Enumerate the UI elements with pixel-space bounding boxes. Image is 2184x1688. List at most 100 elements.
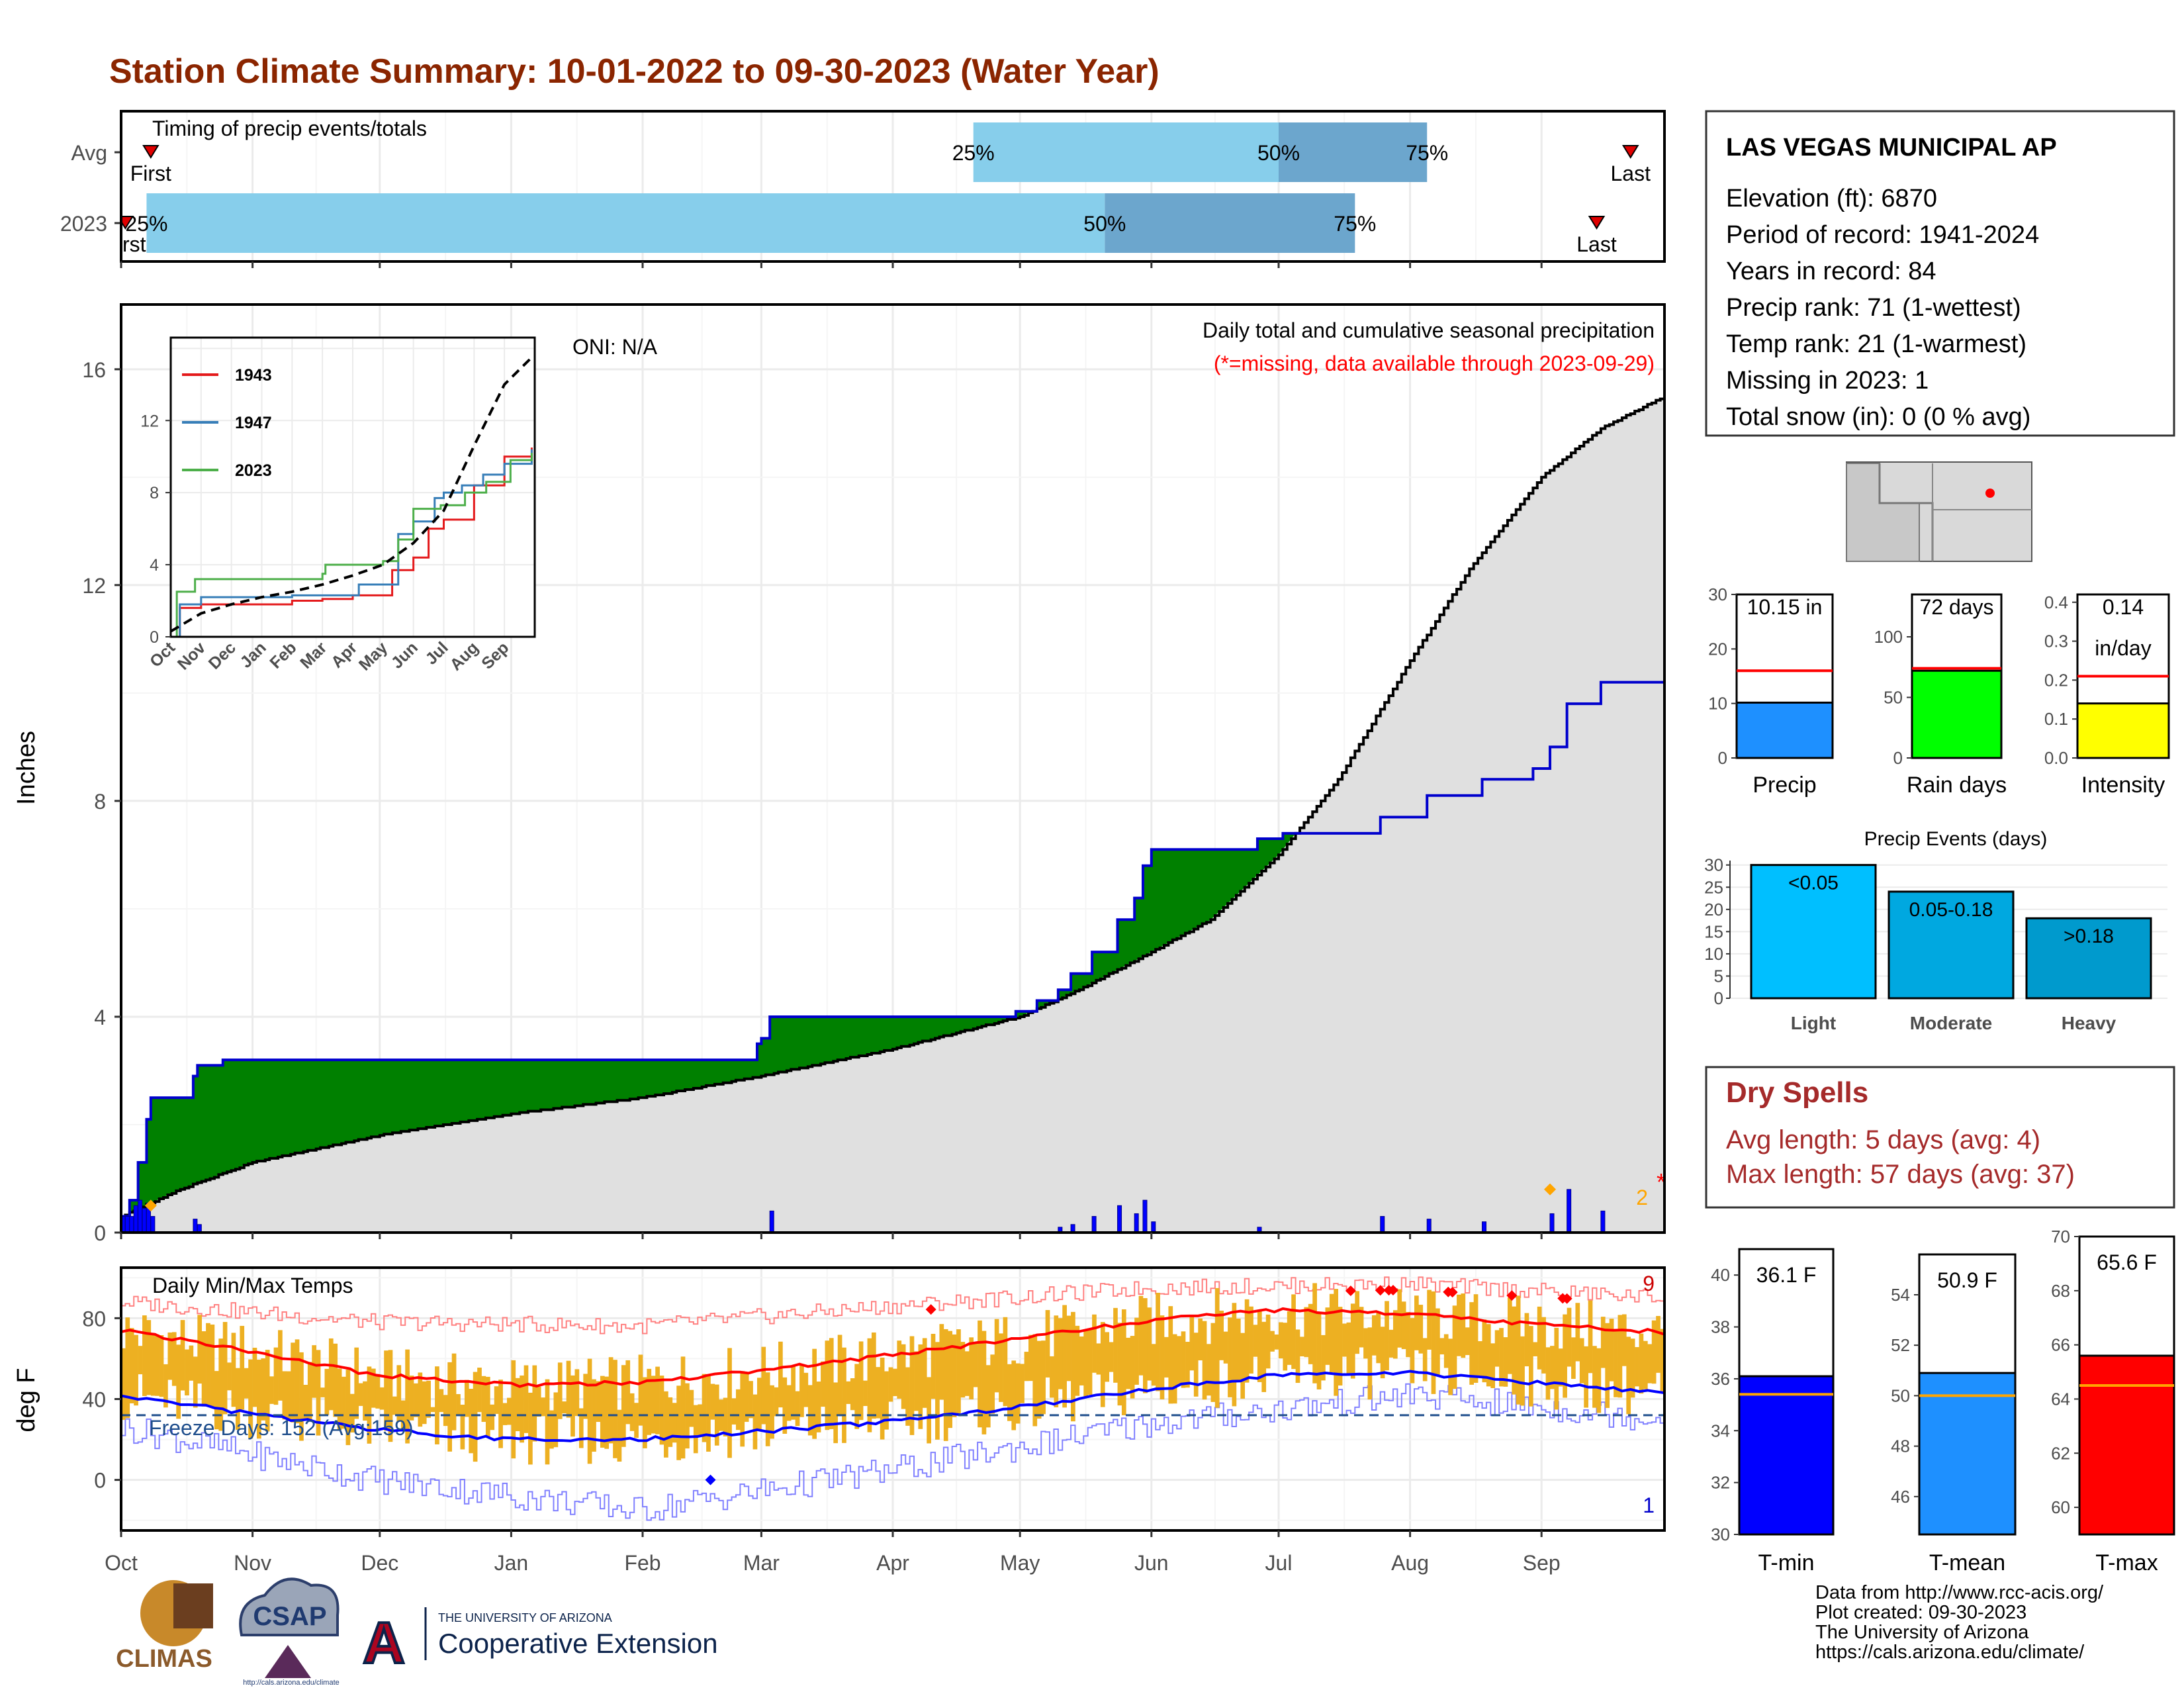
daily-temp-bar — [858, 1341, 864, 1421]
surplus-fill — [460, 1060, 465, 1122]
month-label: Dec — [361, 1551, 398, 1575]
surplus-fill — [876, 1016, 881, 1053]
surplus-fill — [1130, 919, 1135, 963]
temp-bar-tick-label: 62 — [2051, 1443, 2070, 1463]
daily-temp-bar — [1015, 1363, 1021, 1424]
surplus-fill — [388, 1060, 393, 1135]
mini-bar-tick-label: 0.3 — [2044, 632, 2068, 651]
daily-temp-bar — [1524, 1313, 1529, 1367]
daily-precip-bar — [1426, 1219, 1432, 1233]
daily-temp-bar — [1079, 1336, 1084, 1385]
record-high-marker — [1345, 1285, 1356, 1296]
daily-temp-bar — [1575, 1303, 1580, 1362]
surplus-fill — [185, 1098, 190, 1188]
footer-line: Plot created: 09-30-2023 — [1815, 1602, 2026, 1623]
daily-temp-bar — [1473, 1294, 1479, 1383]
daily-temp-bar — [1338, 1307, 1343, 1386]
month-axis: Oct Nov Dec Jan Feb Mar Apr May Jun Jul Aug Sep — [105, 1530, 1561, 1575]
daily-temp-bar — [1193, 1333, 1199, 1397]
surplus-fill — [795, 1016, 800, 1070]
daily-temp-bar — [596, 1381, 601, 1423]
daily-precip-bar — [1482, 1221, 1487, 1233]
daily-temp-bar — [206, 1323, 210, 1406]
daily-temp-bar — [1346, 1322, 1351, 1375]
daily-temp-bar — [1270, 1331, 1275, 1352]
daily-temp-bar — [1041, 1340, 1046, 1415]
daily-temp-bar — [511, 1360, 516, 1459]
daily-temp-bar — [240, 1325, 245, 1410]
surplus-fill — [765, 1038, 770, 1075]
daily-temp-bar — [1427, 1289, 1432, 1350]
daily-temp-bar — [494, 1386, 499, 1414]
surplus-fill — [901, 1016, 906, 1047]
surplus-fill — [553, 1060, 559, 1109]
csap-mountain-icon — [265, 1645, 311, 1678]
daily-temp-bar — [1253, 1325, 1258, 1357]
daily-temp-bar — [549, 1410, 554, 1449]
events-tick-label: 5 — [1714, 966, 1723, 986]
daily-temp-bar — [125, 1317, 130, 1419]
mini-bar-value: 72 days — [1919, 595, 1993, 619]
daily-temp-bar — [1478, 1341, 1482, 1378]
surplus-fill — [439, 1060, 444, 1127]
surplus-fill — [638, 1060, 643, 1098]
daily-temp-bar — [286, 1371, 291, 1422]
inset-legend-label: 2023 — [235, 461, 272, 480]
mini-bar-label: Rain days — [1907, 773, 2007, 798]
daily-temp-bar — [621, 1365, 626, 1447]
climas-logo-text: CLIMAS — [116, 1645, 212, 1673]
daily-temp-bar — [1584, 1346, 1588, 1408]
daily-temp-bar — [1300, 1336, 1304, 1356]
daily-temp-bar — [1388, 1329, 1394, 1358]
surplus-fill — [693, 1060, 698, 1088]
daily-temp-bar — [1304, 1307, 1309, 1358]
surplus-fill — [1189, 849, 1195, 932]
timing-row-label: Avg — [71, 141, 107, 165]
surplus-fill — [240, 1060, 245, 1168]
missing-count: 2 — [1636, 1186, 1648, 1209]
surplus-fill — [812, 1016, 817, 1066]
surplus-fill — [1024, 1011, 1029, 1015]
surplus-fill — [1121, 919, 1126, 968]
daily-temp-bar — [668, 1397, 673, 1447]
daily-temp-bar — [523, 1365, 529, 1433]
surplus-fill — [337, 1060, 342, 1145]
surplus-fill — [744, 1060, 749, 1079]
daily-temp-bar — [1172, 1334, 1177, 1404]
daily-temp-bar — [935, 1342, 940, 1440]
mini-bar-value: 0.14 — [2103, 595, 2144, 619]
surplus-fill — [964, 1016, 970, 1031]
daily-temp-bar — [825, 1340, 830, 1430]
daily-temp-bar — [812, 1348, 817, 1439]
temp-bar-tick-label: 50 — [1891, 1385, 1910, 1405]
surplus-fill — [282, 1060, 287, 1156]
daily-temp-bar — [244, 1368, 249, 1399]
daily-temp-bar — [731, 1398, 737, 1425]
precip-ytick-label: 16 — [82, 358, 106, 382]
daily-temp-bar — [1545, 1347, 1551, 1400]
daily-temp-bar — [520, 1375, 524, 1443]
daily-temp-bar — [1626, 1336, 1631, 1415]
surplus-fill — [477, 1060, 482, 1119]
daily-temp-bar — [1410, 1318, 1415, 1383]
temp-ytick-label: 80 — [82, 1307, 106, 1331]
surplus-fill — [731, 1060, 737, 1082]
daily-temp-bar — [248, 1359, 253, 1439]
surplus-fill — [994, 1016, 999, 1024]
events-tick-label: 25 — [1704, 877, 1723, 897]
record-high-marker — [1387, 1284, 1398, 1295]
surplus-fill — [884, 1016, 889, 1051]
surplus-fill — [422, 1060, 427, 1129]
temp-bar-tick-label: 66 — [2051, 1335, 2070, 1355]
daily-temp-bar — [664, 1391, 668, 1458]
surplus-fill — [927, 1016, 932, 1041]
daily-temp-bar — [316, 1350, 321, 1436]
daily-temp-bar — [333, 1343, 338, 1417]
surplus-fill — [634, 1060, 639, 1100]
temp-bar — [2078, 1354, 2175, 1536]
timing-p25: 25% — [952, 141, 995, 165]
surplus-fill — [659, 1060, 664, 1096]
daily-temp-bar — [1486, 1324, 1491, 1387]
daily-precip-bar — [1117, 1205, 1122, 1233]
daily-temp-bar — [901, 1344, 906, 1409]
